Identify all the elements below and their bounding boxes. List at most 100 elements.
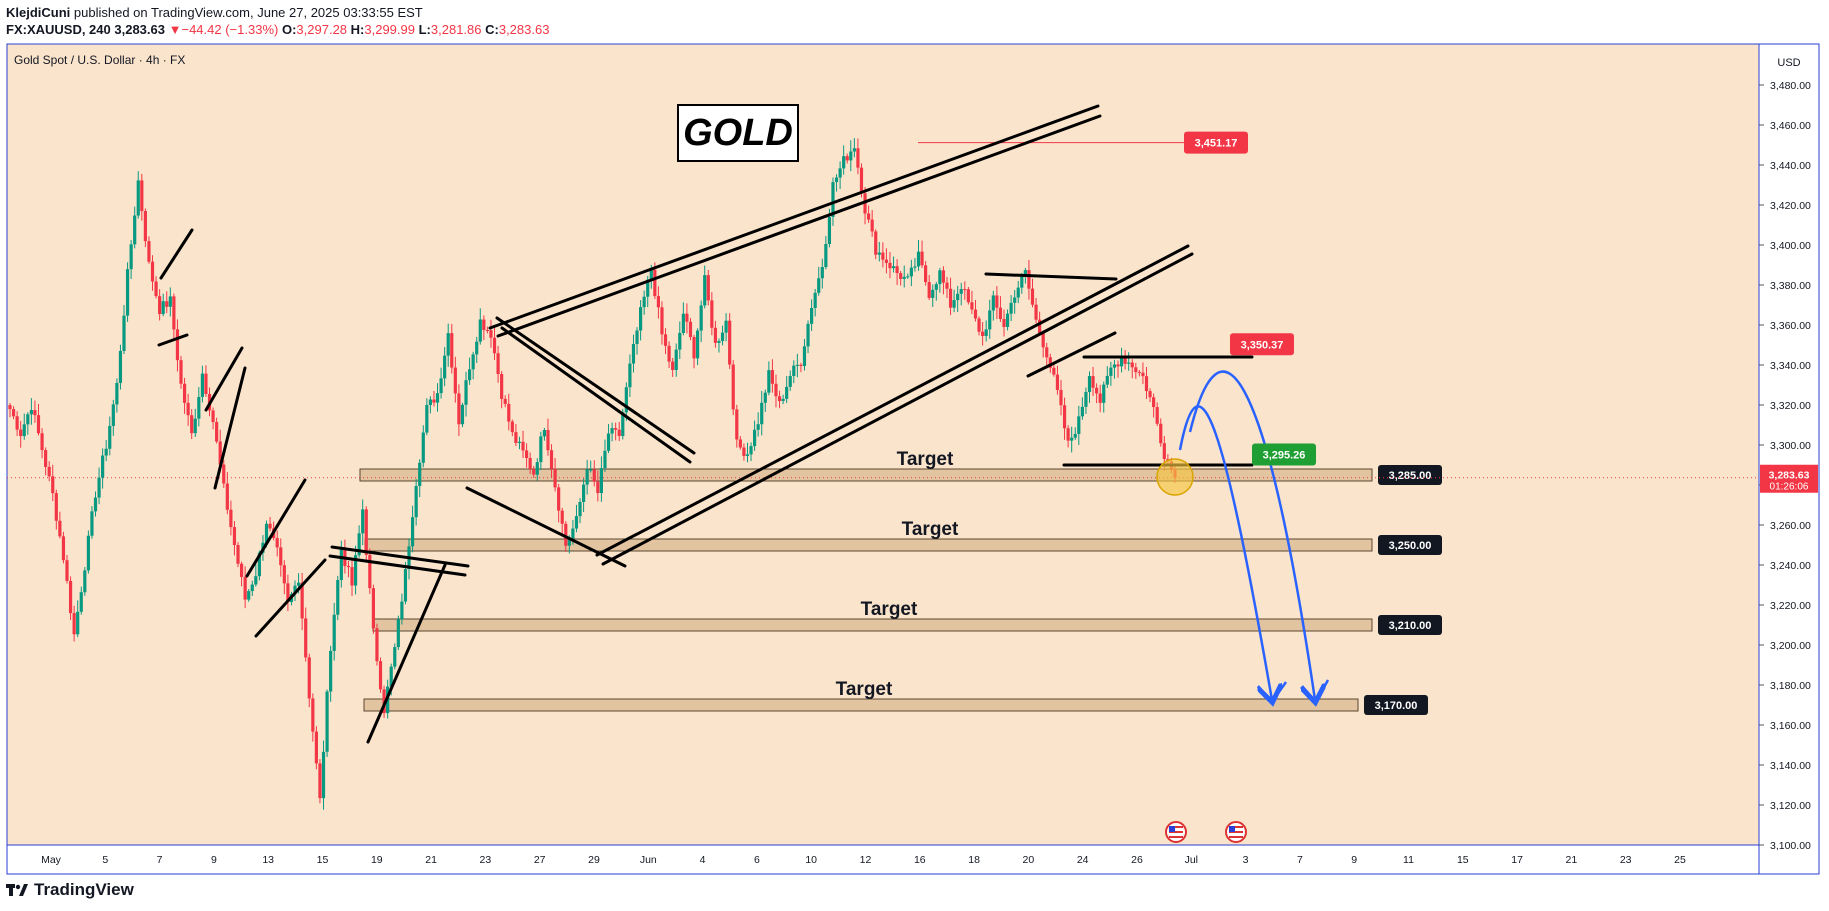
candle-body <box>175 329 180 361</box>
candle-body <box>1116 364 1120 367</box>
y-tick-label: 3,420.00 <box>1770 200 1811 212</box>
candle-body <box>300 582 304 619</box>
candle-body <box>774 383 778 397</box>
candle-body <box>129 244 133 270</box>
candle-body <box>1048 357 1052 368</box>
candle-body <box>963 289 967 291</box>
candle-body <box>767 370 771 393</box>
x-tick-label: May <box>41 854 62 866</box>
candle-body <box>1112 364 1117 368</box>
candle-body <box>567 538 571 546</box>
candle-body <box>646 279 650 297</box>
candle-body <box>728 320 732 365</box>
y-tick-label: 3,300.00 <box>1770 440 1811 452</box>
candle-body <box>510 421 514 433</box>
candle-body <box>357 533 361 556</box>
candle-body <box>19 429 23 437</box>
us-flag-icon[interactable] <box>1165 821 1187 843</box>
x-tick-label: 16 <box>914 854 926 866</box>
candle-body <box>1155 407 1159 424</box>
candle-body <box>703 275 707 306</box>
candle-body <box>432 399 436 403</box>
author-name[interactable]: KlejdiCuni <box>6 5 71 20</box>
plot-area[interactable] <box>7 44 1759 845</box>
candle-body <box>952 300 956 308</box>
level-price-badge <box>1378 615 1442 635</box>
candle-body <box>592 469 596 482</box>
y-tick-label: 3,340.00 <box>1770 360 1811 372</box>
candle-body <box>1062 405 1067 429</box>
candle-body <box>332 614 336 651</box>
published-text: published on TradingView.com, June 27, 2… <box>70 5 423 20</box>
currency-label[interactable]: USD <box>1777 57 1800 69</box>
candle-body <box>599 468 604 494</box>
candle-body <box>1098 393 1102 403</box>
candle-body <box>158 296 162 315</box>
candle-body <box>111 404 115 426</box>
time-axis[interactable] <box>8 846 1758 873</box>
candle-body <box>1005 313 1010 327</box>
candle-body <box>1055 374 1060 390</box>
candle-body <box>688 321 693 338</box>
open-value: 3,297.28 <box>296 22 348 37</box>
candle-body <box>400 601 404 620</box>
target-label: Target <box>897 449 954 470</box>
candle-body <box>867 213 871 220</box>
x-tick-label: 12 <box>860 854 872 866</box>
candle-body <box>368 554 372 589</box>
x-tick-label: 21 <box>1566 854 1578 866</box>
x-tick-label: 15 <box>1457 854 1469 866</box>
x-tick-label: Jul <box>1185 854 1198 866</box>
candle-body <box>336 579 340 615</box>
candle-body <box>507 403 511 422</box>
candle-body <box>959 289 963 294</box>
last-price-badge <box>1760 464 1818 493</box>
candle-body <box>478 319 482 342</box>
candle-body <box>403 569 408 602</box>
candle-body <box>799 364 803 366</box>
candle-body <box>806 323 810 347</box>
footer-brand[interactable]: TradingView <box>6 880 134 900</box>
candle-body <box>899 273 903 279</box>
y-tick-label: 3,440.00 <box>1770 160 1811 172</box>
price-label-text: 3,350.37 <box>1241 339 1284 351</box>
candle-body <box>695 330 700 359</box>
candle-body <box>856 148 860 168</box>
x-tick-label: 5 <box>102 854 108 866</box>
arrow-tip-2 <box>1301 679 1330 705</box>
candle-body <box>553 468 557 488</box>
arrow-tip-1 <box>1257 681 1288 705</box>
candle-body <box>182 383 187 403</box>
candle-body <box>475 341 479 355</box>
candle-body <box>973 309 978 319</box>
candle-body <box>624 387 628 413</box>
down-arrow-icon: ▼ <box>168 22 182 37</box>
pattern-line-9 <box>366 563 447 744</box>
candle-body <box>318 763 322 799</box>
y-axis-ticks: 3,100.00 3,120.00 3,140.00 3,160.00 3,180.00… <box>1759 80 1811 852</box>
candle-body <box>222 464 226 484</box>
level-price-label: 3,250.00 <box>1389 540 1432 552</box>
price-axis[interactable] <box>1760 45 1818 873</box>
candle-body <box>143 211 147 242</box>
candle-body <box>410 517 415 547</box>
candle-body <box>1127 362 1131 364</box>
low-label: L: <box>418 22 431 37</box>
candle-body <box>777 396 782 402</box>
candle-body <box>621 412 625 437</box>
candle-body <box>638 307 643 331</box>
y-tick-label: 3,260.00 <box>1770 520 1811 532</box>
x-tick-label: 20 <box>1023 854 1035 866</box>
us-flag-icon[interactable] <box>1225 821 1247 843</box>
y-tick-label: 3,480.00 <box>1770 80 1811 92</box>
x-tick-label: 24 <box>1077 854 1089 866</box>
close-value: 3,283.63 <box>498 22 550 37</box>
candle-body <box>1030 288 1035 305</box>
candle-body <box>439 378 443 394</box>
candle-body <box>792 365 796 376</box>
forecast-arrow-2 <box>1188 370 1315 700</box>
candle-body <box>307 657 311 699</box>
high-value: 3,299.99 <box>364 22 415 37</box>
candle-body <box>713 327 718 343</box>
